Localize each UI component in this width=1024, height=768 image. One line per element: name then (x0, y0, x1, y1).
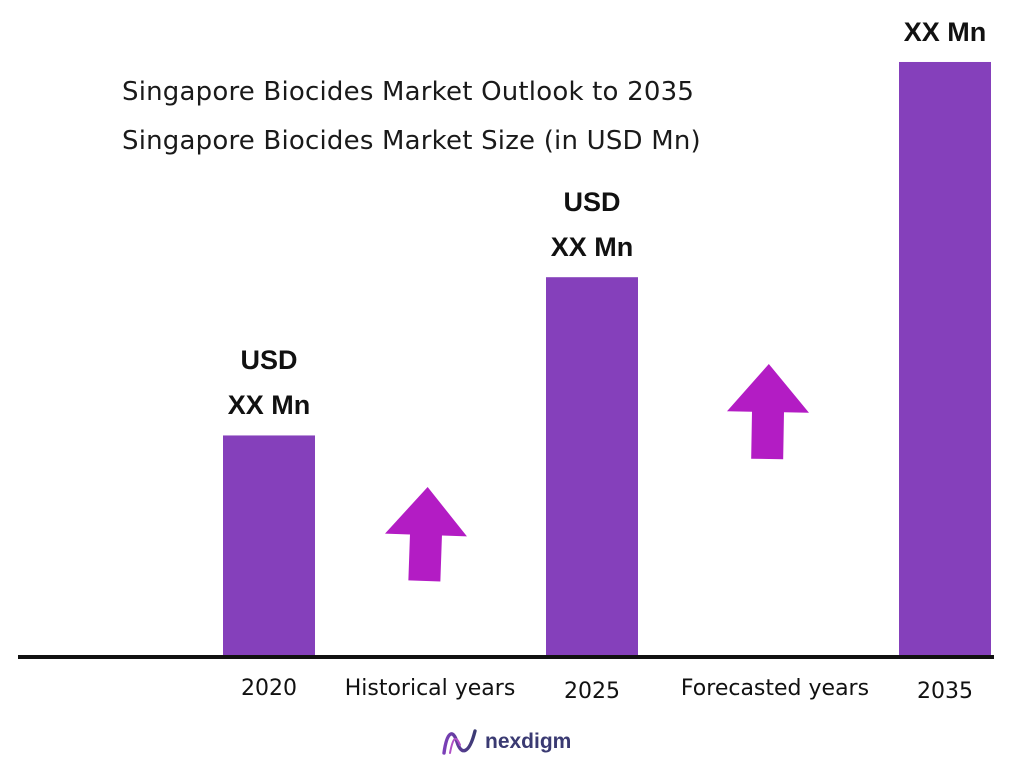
data-label-value: XX Mn (550, 232, 634, 263)
category-label-2025: 2025 (564, 679, 620, 704)
data-label-currency: USD (563, 187, 621, 218)
data-label-2025: USD XX Mn (512, 180, 672, 270)
bar-2035 (899, 61, 991, 658)
brand-logo: nexdigm (441, 727, 571, 757)
growth-arrow-icon-2 (726, 364, 809, 460)
data-label-2020: USD XX Mn (189, 338, 349, 428)
data-label-currency: USD (865, 0, 1024, 10)
category-label-2020: 2020 (241, 676, 297, 701)
period-label-historical: Historical years (344, 676, 516, 701)
bar-2020 (223, 435, 315, 657)
data-label-2035: USD XX Mn (865, 0, 1024, 55)
chart-title: Singapore Biocides Market Outlook to 203… (122, 77, 695, 107)
period-label-forecast: Forecasted years (680, 676, 870, 701)
nexdigm-logo-icon (442, 729, 477, 755)
chart-subtitle: Singapore Biocides Market Size (in USD M… (122, 126, 701, 156)
data-label-value: XX Mn (227, 390, 311, 421)
data-label-currency: USD (240, 345, 298, 376)
category-label-2035: 2035 (917, 679, 973, 704)
bar-2025 (546, 277, 638, 657)
brand-name: nexdigm (485, 730, 572, 753)
data-label-value: XX Mn (903, 16, 987, 47)
growth-arrow-icon-1 (384, 487, 467, 582)
